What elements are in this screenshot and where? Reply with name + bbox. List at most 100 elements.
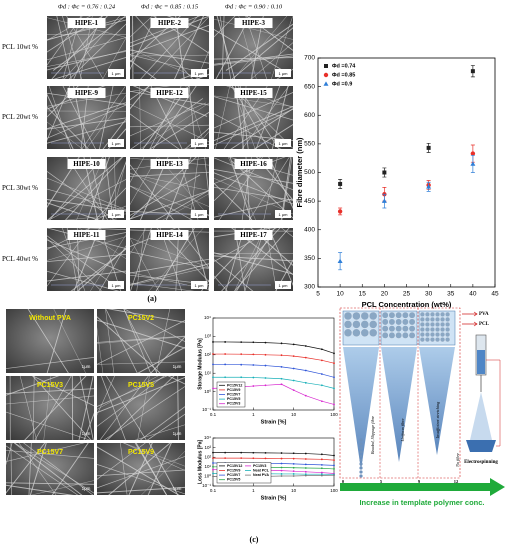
droplet <box>439 311 446 318</box>
y-tick-label: 10⁴ <box>204 435 211 440</box>
fiber <box>175 228 180 291</box>
sem-label: PC15V7 <box>37 449 63 456</box>
legend-label: PC15V7 <box>227 473 240 477</box>
image-label-box <box>67 18 106 28</box>
marker <box>212 341 214 343</box>
diagram-frame <box>339 307 461 479</box>
marker <box>304 467 307 469</box>
bead <box>359 446 363 450</box>
fiber <box>214 182 253 220</box>
marker <box>304 458 307 460</box>
marker <box>320 474 323 477</box>
fiber <box>255 86 281 149</box>
fiber <box>155 190 209 220</box>
fiber <box>130 258 209 274</box>
fiber <box>48 86 71 149</box>
fiber <box>19 376 37 440</box>
droplet <box>388 331 396 339</box>
marker <box>292 355 295 357</box>
fiber <box>223 86 268 149</box>
fiber <box>216 16 236 79</box>
fiber <box>18 443 57 495</box>
fiber <box>130 263 209 286</box>
marker <box>212 353 214 355</box>
fiber <box>136 228 145 291</box>
fiber <box>214 186 293 201</box>
marker <box>320 467 323 470</box>
fiber <box>14 443 94 494</box>
y-tick-label: 650 <box>304 83 315 90</box>
droplet <box>445 326 451 333</box>
fiber <box>97 456 185 489</box>
series-line <box>213 376 335 389</box>
fiber <box>71 376 74 440</box>
scale-bar: 1 μm <box>195 71 205 76</box>
fiber <box>214 55 293 66</box>
fiber <box>47 92 126 105</box>
marker <box>292 379 295 382</box>
marker <box>212 376 214 379</box>
fiber <box>130 157 145 183</box>
fiber <box>214 95 293 107</box>
droplet <box>360 328 369 337</box>
droplet <box>424 331 431 338</box>
fiber <box>132 16 134 79</box>
fiber <box>185 86 207 149</box>
fiber <box>123 309 158 373</box>
droplet <box>343 328 353 337</box>
fiber <box>147 443 172 495</box>
scale-bar-box <box>108 139 124 147</box>
fiber <box>130 103 209 143</box>
fiber <box>47 50 126 71</box>
legend-label: PC15V5 <box>227 478 240 482</box>
legend-label: PC15V12 <box>227 464 242 468</box>
droplet <box>401 318 409 326</box>
marker <box>212 363 214 366</box>
marker <box>333 387 335 390</box>
fiber <box>47 157 123 220</box>
fiber <box>130 24 209 55</box>
fiber <box>130 173 209 191</box>
scale-bar-box <box>108 210 124 218</box>
marker <box>470 69 475 74</box>
fiber <box>226 86 293 108</box>
sem-label: PC15V9 <box>128 449 154 456</box>
image-label: HIPE-14 <box>156 231 183 239</box>
fiber <box>47 121 83 149</box>
fiber <box>184 127 209 149</box>
marker <box>264 353 267 356</box>
droplet <box>445 321 451 328</box>
marker <box>292 457 295 460</box>
x-tick-label: 20 <box>381 291 389 298</box>
fiber <box>106 376 175 440</box>
fiber <box>130 229 209 233</box>
scale-bar: 1μm <box>82 486 91 491</box>
fiber <box>97 316 161 373</box>
droplet <box>439 331 446 338</box>
fiber <box>65 157 124 220</box>
legend-label: Φd =0.74 <box>332 63 356 69</box>
fiber <box>135 443 168 495</box>
marker <box>292 389 295 392</box>
scale-bar: 1 μm <box>112 141 122 146</box>
droplet <box>434 321 441 328</box>
fiber <box>130 228 147 255</box>
y-tick-label: 10¹ <box>204 370 211 375</box>
fiber <box>150 336 185 373</box>
fiber <box>214 255 293 262</box>
x-tick-label: 5 <box>316 291 320 298</box>
marker <box>320 473 323 476</box>
marker <box>264 457 267 460</box>
fiber <box>47 117 126 130</box>
fiber <box>177 376 179 440</box>
droplet <box>395 331 403 339</box>
marker <box>280 473 283 475</box>
scale-bar: 1 μm <box>112 212 122 217</box>
x-tick-label: 100 <box>330 412 338 417</box>
scale-bar-box <box>275 281 291 289</box>
fiber <box>234 228 290 291</box>
marker <box>304 369 307 372</box>
fiber <box>80 228 126 231</box>
legend-label: PC15V9 <box>227 468 240 472</box>
marker <box>333 468 335 470</box>
